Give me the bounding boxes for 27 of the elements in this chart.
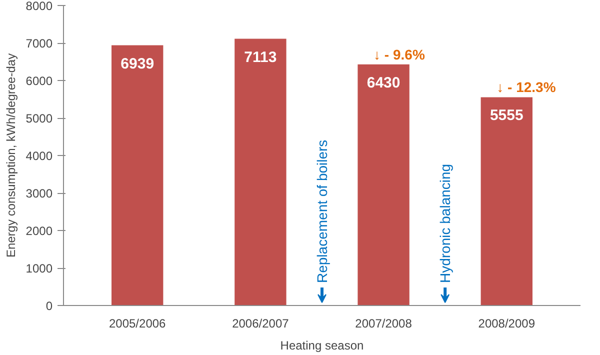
bar	[358, 64, 410, 306]
y-tick-label: 6000	[26, 74, 53, 88]
y-tick-label: 8000	[26, 0, 53, 13]
annotation: ↓ - 9.6%	[374, 46, 426, 62]
annotation: Hydronic balancing	[437, 164, 454, 283]
x-tick-label: 2005/2006	[108, 316, 166, 330]
data-label: 6430	[366, 74, 400, 92]
data-label: 7113	[244, 48, 277, 66]
y-tick-label: 4000	[26, 149, 53, 163]
data-label: 5555	[490, 107, 524, 124]
y-tick-label: 2000	[26, 224, 53, 238]
y-tick-label: 7000	[26, 36, 53, 50]
annotation: Replacement of boilers	[314, 140, 330, 283]
x-tick-label: 2008/2009	[478, 316, 536, 330]
x-tick-label: 2007/2008	[355, 316, 412, 330]
annotation: ↓ - 12.3%	[496, 79, 556, 96]
y-tick-label: 5000	[26, 112, 53, 126]
bar	[234, 38, 286, 306]
x-tick-label: 2006/2007	[232, 316, 290, 330]
bar	[112, 45, 164, 306]
y-tick-label: 3000	[26, 186, 53, 200]
x-axis-title: Heating season	[280, 338, 364, 352]
y-tick-label: 1000	[26, 262, 53, 276]
data-label: 6939	[120, 55, 154, 72]
bar	[480, 97, 532, 306]
y-tick-label: 0	[46, 299, 53, 313]
y-axis-title: Energy consumption, kWh/degree-day	[4, 53, 18, 258]
